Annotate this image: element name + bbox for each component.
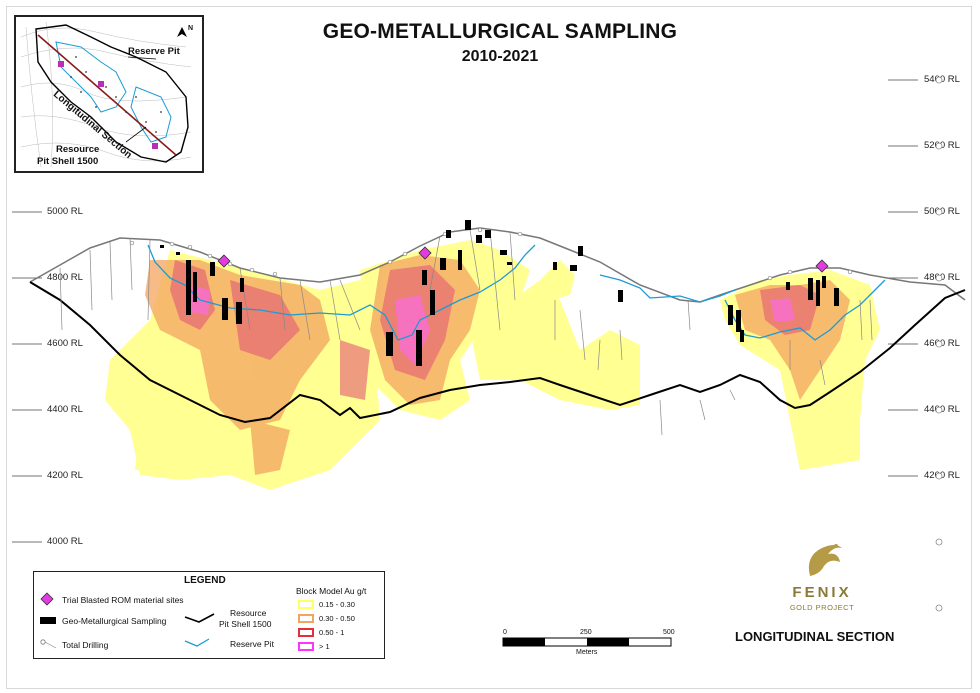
legend-geomet-icon — [40, 617, 56, 624]
inset-label-pit-shell: Pit Shell 1500 — [37, 156, 99, 167]
inset-rom-sites — [58, 61, 158, 149]
inset-section-line — [37, 34, 177, 156]
resource-pit-shell-line — [29, 281, 966, 424]
legend-swatch-0 — [298, 600, 314, 609]
inset-north-label: N — [188, 25, 194, 32]
scale-tick-500: 500 — [663, 629, 675, 636]
logo-name: FENIX — [792, 584, 852, 601]
legend-reserve-icon — [184, 638, 210, 647]
inset-drill-points — [70, 56, 162, 133]
legend-trial-icon — [40, 592, 54, 606]
legend-geomet-label: Geo-Metallurgical Sampling — [62, 616, 167, 626]
rl-label-5000-left: 5000 RL — [47, 206, 83, 217]
rl-label-4000-left: 4000 RL — [47, 536, 83, 547]
legend-bin-label-0: 0.15 - 0.30 — [319, 600, 355, 609]
reserve-pit-line-2 — [599, 274, 736, 303]
scale-bar-graphic — [502, 637, 672, 647]
legend-resource-label: Resource — [230, 608, 267, 618]
rl-label-4200-left: 4200 RL — [47, 470, 83, 481]
inset-resource-pointer — [125, 126, 147, 143]
legend-block-model-title: Block Model Au g/t — [296, 586, 367, 596]
topography-line — [29, 227, 966, 303]
legend-pitshell-icon — [184, 613, 215, 623]
legend-reserve-label: Reserve Pit — [230, 639, 274, 649]
scale-tick-250: 250 — [580, 629, 592, 636]
rl-label-4800-left: 4800 RL — [47, 272, 83, 283]
north-arrow-icon — [177, 27, 187, 37]
page-title: GEO-METALLURGICAL SAMPLING — [322, 20, 678, 43]
trial-rom-sites — [217, 246, 829, 273]
rl-end-dots — [935, 76, 943, 612]
rl-ticks — [12, 79, 918, 543]
page-subtitle: 2010-2021 — [461, 48, 539, 65]
legend-drilling-label: Total Drilling — [62, 640, 109, 650]
legend: LEGEND Trial Blasted ROM material sites … — [33, 571, 385, 659]
section-label: LONGITUDINAL SECTION — [735, 629, 895, 644]
inset-location-map: Reserve Pit Longitudinal Section Resourc… — [14, 15, 204, 173]
legend-title: LEGEND — [184, 575, 226, 586]
legend-drill-icon — [40, 639, 46, 645]
legend-swatch-2 — [298, 628, 314, 637]
inset-reserve-pointer — [127, 56, 157, 60]
scale-tick-0: 0 — [503, 629, 507, 636]
inset-map-canvas — [20, 21, 192, 168]
scale-unit: Meters — [576, 649, 598, 656]
rl-label-4600-left: 4600 RL — [47, 338, 83, 349]
legend-swatch-1 — [298, 614, 314, 623]
reserve-pit-line — [147, 244, 536, 341]
fenix-logo-icon — [808, 544, 842, 576]
inset-contours — [20, 21, 192, 168]
geomet-samples — [160, 220, 839, 366]
drill-traces — [59, 229, 873, 436]
legend-bin-label-3: > 1 — [319, 642, 330, 651]
legend-pitshell-label: Pit Shell 1500 — [219, 619, 272, 629]
legend-drill-trace-icon — [44, 641, 57, 649]
rl-label-4400-left: 4400 RL — [47, 404, 83, 415]
legend-swatch-3 — [298, 642, 314, 651]
legend-bin-label-1: 0.30 - 0.50 — [319, 614, 355, 623]
inset-label-reserve-pit: Reserve Pit — [128, 46, 180, 57]
legend-bin-label-2: 0.50 - 1 — [319, 628, 345, 637]
logo-subtitle: GOLD PROJECT — [789, 603, 855, 612]
drill-collars — [129, 227, 853, 281]
inset-label-resource: Resource — [56, 144, 100, 155]
inset-resource-outline — [35, 24, 189, 163]
legend-symbols — [40, 592, 215, 649]
legend-trial-label: Trial Blasted ROM material sites — [62, 595, 184, 605]
page-frame — [6, 6, 972, 689]
